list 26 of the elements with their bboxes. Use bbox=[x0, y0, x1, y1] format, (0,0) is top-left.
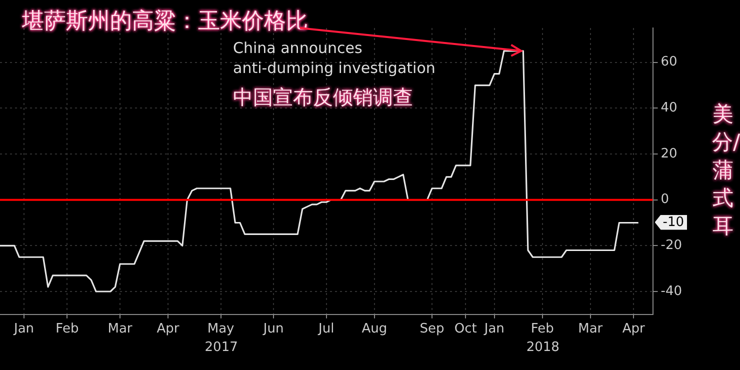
y-tick-label: 20 bbox=[660, 146, 678, 162]
x-tick-label: Mar bbox=[578, 322, 604, 337]
x-tick-label: Feb bbox=[56, 322, 79, 337]
annotation: China announces anti-dumping investigation bbox=[233, 38, 436, 78]
y-tick-label: 40 bbox=[660, 100, 678, 116]
y-tick-label: 0 bbox=[660, 192, 670, 208]
x-tick-label: Aug bbox=[362, 322, 388, 337]
x-tick-label: Jan bbox=[483, 322, 504, 337]
x-tick-label: Sep bbox=[420, 322, 444, 337]
x-tick-label: Jul bbox=[318, 322, 334, 337]
x-tick-label: Jan bbox=[12, 322, 34, 337]
x-tick-label: Mar bbox=[108, 322, 133, 337]
text: 2018 bbox=[526, 340, 560, 355]
y-tick-label: 60 bbox=[660, 54, 678, 70]
text: 2017 bbox=[204, 340, 238, 355]
x-tick-label: Apr bbox=[622, 322, 646, 337]
text: -10 bbox=[654, 214, 687, 230]
x-tick-label: Oct bbox=[454, 322, 477, 337]
y-axis-title: 美分/蒲式耳 bbox=[712, 101, 740, 240]
y-tick-label: -40 bbox=[660, 284, 682, 299]
x-tick-label: Feb bbox=[530, 322, 554, 337]
y-tick-label: -20 bbox=[660, 238, 682, 254]
x-tick-label: Apr bbox=[156, 322, 180, 337]
x-tick-label: May bbox=[207, 322, 235, 337]
x-tick-label: Jun bbox=[262, 322, 284, 337]
annotation: 中国宣布反倾销调查 bbox=[233, 84, 413, 111]
